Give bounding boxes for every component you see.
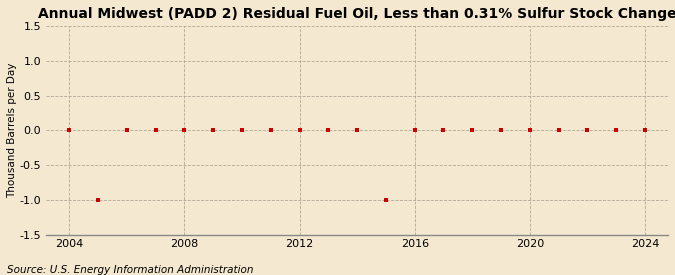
Text: Source: U.S. Energy Information Administration: Source: U.S. Energy Information Administ… [7,265,253,275]
Y-axis label: Thousand Barrels per Day: Thousand Barrels per Day [7,63,17,198]
Title: Annual Midwest (PADD 2) Residual Fuel Oil, Less than 0.31% Sulfur Stock Change: Annual Midwest (PADD 2) Residual Fuel Oi… [38,7,675,21]
